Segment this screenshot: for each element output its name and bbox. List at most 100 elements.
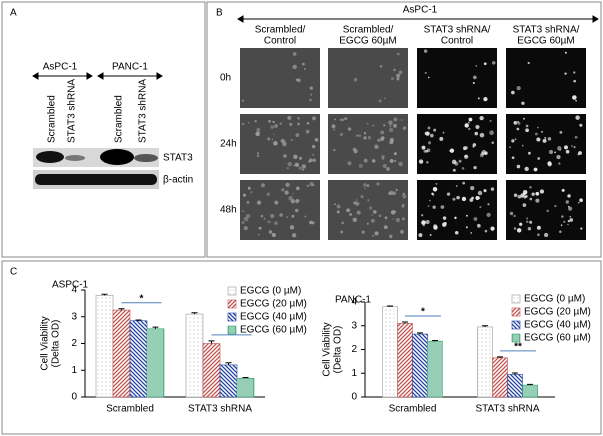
cell: [558, 162, 561, 165]
cell: [274, 221, 278, 225]
cell: [517, 121, 521, 125]
cell: [281, 188, 285, 192]
cell: [475, 195, 480, 200]
column-header: EGCG 60µM: [517, 36, 574, 47]
cell: [396, 77, 400, 81]
cell: [513, 227, 517, 230]
legend-label: EGCG (60 µM): [240, 325, 307, 336]
cell: [290, 199, 295, 204]
cell: [393, 117, 398, 122]
cell: [421, 214, 424, 217]
x-tick-label: Scrambled: [389, 404, 437, 415]
cell: [400, 119, 403, 121]
cell: [360, 195, 364, 199]
error-bar: [208, 340, 215, 344]
cell: [489, 119, 492, 122]
cell: [256, 152, 260, 155]
bar: [412, 333, 428, 398]
bar: [397, 323, 413, 398]
cell: [567, 194, 571, 198]
legend-label: EGCG (40 µM): [524, 320, 591, 331]
cell: [573, 79, 576, 83]
cell: [535, 198, 540, 203]
bar: [477, 326, 493, 398]
cell: [529, 186, 532, 189]
cell: [295, 199, 300, 203]
cell: [371, 159, 376, 163]
cell: [472, 143, 477, 147]
cell: [393, 68, 396, 72]
cell: [349, 213, 353, 216]
y-tick-label: 0: [71, 392, 77, 403]
cell: [475, 65, 478, 67]
cell: [569, 215, 572, 218]
panel-label: A: [10, 8, 17, 19]
cell: [433, 224, 438, 229]
y-axis-label: Cell Viability: [322, 322, 333, 376]
cell: [273, 141, 278, 146]
cell: [490, 187, 495, 191]
error-bar: [512, 372, 518, 375]
cell: [312, 184, 315, 187]
y-axis-label: (Delta OD): [51, 320, 62, 368]
cell: [522, 117, 525, 120]
x-tick-label: STAT3 shRNA: [188, 404, 252, 415]
cell: [569, 218, 574, 222]
cell: [308, 160, 311, 163]
cell: [513, 214, 516, 218]
bar: [522, 384, 538, 398]
cell: [243, 226, 248, 231]
cell: [516, 164, 521, 169]
cell: [246, 200, 250, 204]
cell: [304, 215, 307, 218]
error-bar: [242, 376, 249, 379]
error-bar: [191, 312, 198, 315]
cell: [465, 226, 468, 229]
cell: [301, 164, 307, 169]
cell: [370, 218, 375, 223]
y-tick-label: 4: [351, 297, 357, 308]
cell: [401, 205, 405, 208]
error-bar: [497, 356, 503, 358]
cell: [422, 224, 425, 227]
cell: [358, 134, 362, 138]
cell: [477, 223, 481, 228]
cell: [292, 52, 297, 56]
cell: [579, 198, 583, 202]
cell: [461, 167, 465, 170]
band-label: β-actin: [163, 175, 193, 186]
cell: [525, 124, 529, 128]
cell: [392, 218, 395, 220]
cell: [426, 148, 431, 153]
cell: [372, 234, 375, 237]
cell: [470, 232, 473, 234]
cell: [474, 131, 478, 136]
cell: [465, 214, 468, 217]
cell: [356, 134, 359, 137]
cell: [484, 229, 488, 233]
cell: [432, 186, 438, 192]
legend-swatch: [511, 307, 521, 317]
cell: [347, 161, 352, 166]
cell: [516, 86, 521, 91]
micrograph: [328, 48, 408, 108]
legend-label: EGCG (20 µM): [240, 299, 307, 310]
cell: [297, 117, 300, 120]
group-label: AsPC-1: [43, 62, 78, 73]
cell: [247, 186, 251, 190]
cell: [418, 233, 423, 238]
cell: [288, 195, 293, 201]
cell: [402, 194, 407, 199]
cell: [522, 190, 528, 195]
cell: [560, 224, 563, 227]
cell: [575, 99, 577, 102]
legend-label: EGCG (40 µM): [240, 312, 307, 323]
chart-title: PANC-1: [335, 295, 371, 306]
cell: [449, 150, 451, 152]
cell: [279, 213, 283, 217]
group-label: PANC-1: [112, 62, 148, 73]
cell: [366, 184, 370, 188]
cell: [377, 138, 381, 142]
cell: [472, 82, 475, 85]
cell: [341, 221, 344, 225]
